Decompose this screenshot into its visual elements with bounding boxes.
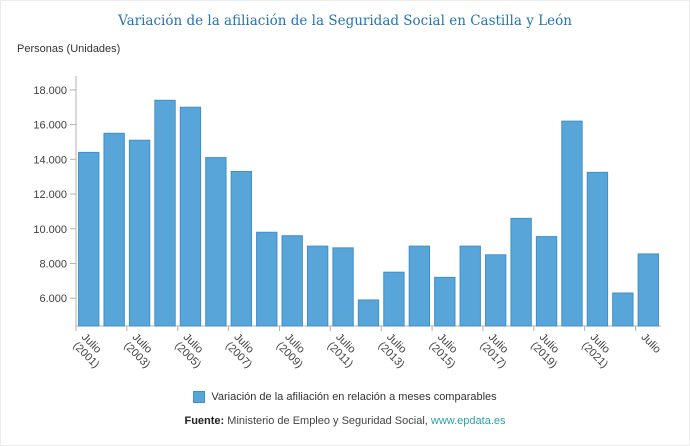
bar (535, 236, 558, 327)
x-axis-label: Julio(2013) (376, 331, 415, 370)
bar (205, 157, 227, 327)
bar (561, 120, 583, 327)
legend-item[interactable]: Variación de la afiliación en relación a… (1, 391, 689, 403)
y-axis-tick-label: 12.000 (33, 189, 67, 201)
source-link[interactable]: www.epdata.es (430, 415, 506, 427)
source-row: Fuente: Ministerio de Empleo y Seguridad… (1, 415, 689, 427)
legend-label: Variación de la afiliación en relación a… (211, 391, 497, 403)
bar-chart-svg: 6.000 8.000 10.000 12.000 14.000 16.000 18.000… (33, 76, 663, 371)
bar (256, 231, 278, 327)
y-axis-tick-label: 18.000 (33, 85, 67, 97)
bar (408, 245, 431, 327)
x-axis-label: Julio(2001) (70, 331, 109, 370)
bar (103, 132, 125, 327)
chart-title: Variación de la afiliación de la Segurid… (118, 13, 572, 29)
bar (510, 217, 532, 327)
bar (612, 292, 634, 327)
bar (230, 170, 253, 327)
bar-chart: 6.000 8.000 10.000 12.000 14.000 16.000 18.000… (1, 59, 689, 389)
x-axis-label: Julio(2009) (274, 331, 313, 370)
y-axis-tick-label: 10.000 (33, 224, 67, 236)
bar (154, 99, 176, 327)
bar (485, 254, 507, 327)
x-axis-label: Julio (639, 331, 663, 355)
x-axis-label: Julio(2011) (325, 331, 364, 370)
x-axis-label: Julio(2017) (477, 331, 516, 370)
bar (357, 299, 380, 327)
bar (128, 139, 151, 327)
y-axis-tick-label: 14.000 (33, 154, 67, 166)
bar (586, 171, 609, 327)
bar (383, 271, 405, 327)
bar (78, 151, 100, 327)
bar (281, 235, 303, 327)
y-axis-tick-label: 8.000 (39, 259, 67, 271)
bar (306, 245, 329, 327)
y-axis-title: Personas (Unidades) (17, 43, 121, 55)
x-axis-label: Julio(2007) (223, 331, 262, 370)
y-axis-tick-label: 16.000 (33, 120, 67, 132)
x-axis-label: Julio(2019) (528, 331, 567, 370)
x-axis-label: Julio(2021) (579, 331, 618, 370)
source-text: Ministerio de Empleo y Seguridad Social, (224, 415, 431, 427)
bar (459, 245, 481, 327)
bar (434, 276, 456, 327)
legend-swatch (193, 391, 206, 403)
bar (332, 247, 354, 327)
x-axis-label: Julio(2015) (427, 331, 466, 370)
source-label: Fuente: (184, 415, 225, 427)
y-axis-tick-label: 6.000 (39, 293, 67, 305)
bar (637, 253, 659, 327)
x-axis-label: Julio(2003) (121, 331, 160, 370)
x-axis-label: Julio(2005) (172, 331, 211, 370)
bar (179, 106, 202, 327)
